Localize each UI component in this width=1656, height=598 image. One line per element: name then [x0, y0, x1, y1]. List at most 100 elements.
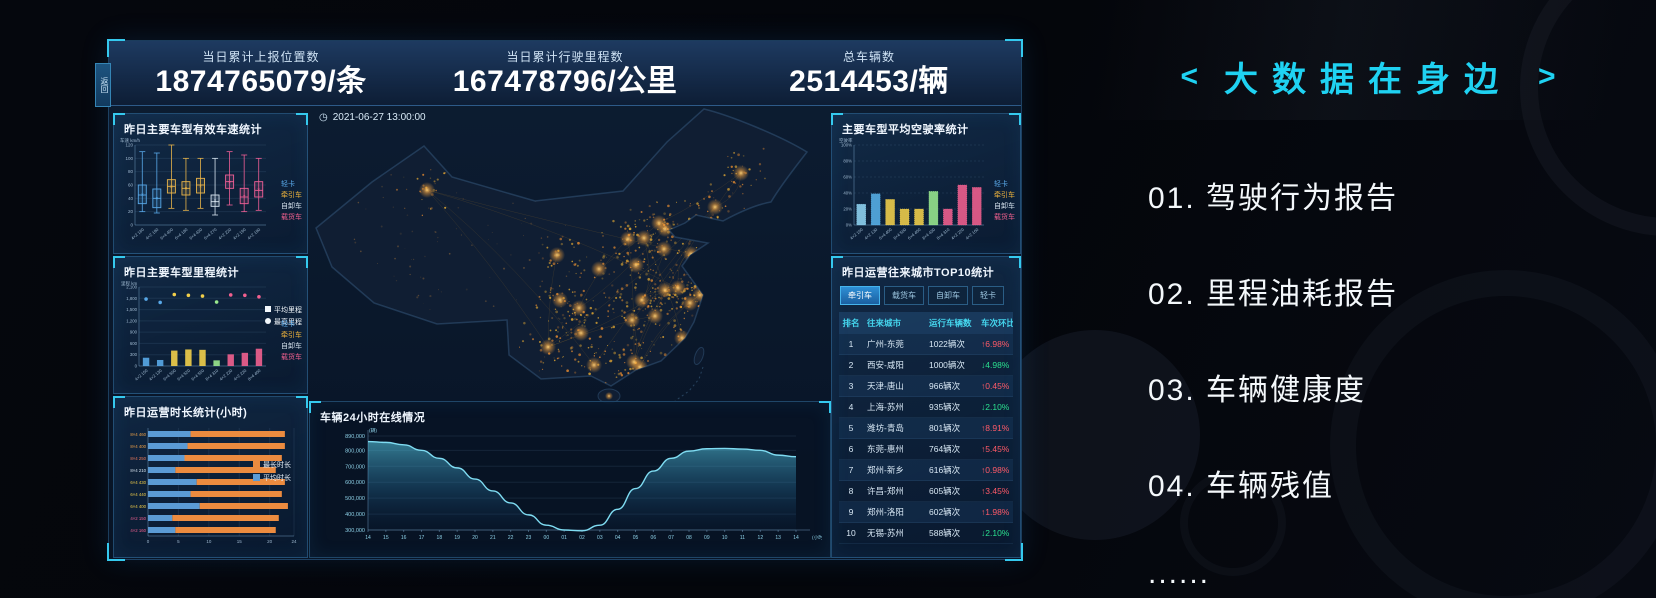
svg-text:6×4 430: 6×4 430 [188, 227, 203, 241]
stat-value: 2514453/辆 [789, 65, 949, 98]
cell: 6 [848, 444, 854, 454]
menu-item-residual-value[interactable]: 04. 车辆残值 [1148, 470, 1335, 503]
back-tab[interactable]: 返回 [95, 63, 111, 107]
tab-牵引车[interactable]: 牵引车 [840, 286, 880, 305]
cell: 801辆次 [929, 423, 961, 433]
table-row: 2 西安-咸阳 1000辆次 ↓4.98% [839, 355, 1013, 376]
corner-bracket [107, 39, 125, 57]
svg-text:06: 06 [651, 535, 657, 541]
table-tabs: 牵引车 载货车 自卸车 轻卡 [840, 286, 1012, 305]
legend-item: 自卸车 [281, 203, 302, 210]
svg-text:60%: 60% [843, 175, 852, 180]
tab-自卸车[interactable]: 自卸车 [928, 286, 968, 305]
svg-text:4×2 150: 4×2 150 [130, 516, 146, 521]
svg-text:11: 11 [740, 535, 745, 541]
legend-item: 平均里程 [265, 305, 302, 317]
cell: 潍坊-青岛 [867, 423, 904, 433]
speed-boxplot-chart: 车速 km/h 0 20 40 60 80 100 120 × 4×2 180 × 4×2 190 × 6… [120, 137, 266, 241]
svg-text:4×2 150: 4×2 150 [134, 368, 149, 382]
cell: 5 [848, 423, 854, 433]
tab-轻卡[interactable]: 轻卡 [972, 286, 1004, 305]
svg-text:20: 20 [472, 535, 478, 541]
table-row: 1 广州-东莞 1022辆次 ↑6.98% [839, 334, 1013, 355]
timestamp-text: 2021-06-27 13:00:00 [332, 112, 426, 123]
cell: 郑州-新乡 [867, 465, 904, 475]
panel-title: 主要车型平均空驶率统计 [842, 124, 969, 136]
svg-text:03: 03 [597, 535, 603, 541]
cell: 935辆次 [929, 402, 961, 412]
stat-label: 当日累计行驶里程数 [506, 50, 624, 64]
svg-text:700,000: 700,000 [345, 464, 365, 470]
svg-text:07: 07 [668, 535, 674, 541]
svg-text:6×4 440: 6×4 440 [130, 492, 146, 497]
svg-text:4×2 190: 4×2 190 [145, 227, 160, 241]
legend-item: 最长时长 [253, 459, 291, 472]
cell: ↑8.91% [981, 423, 1010, 433]
tab-载货车[interactable]: 载货车 [884, 286, 924, 305]
panel-title: 昨日运营往来城市TOP10统计 [842, 267, 995, 279]
svg-text:24: 24 [291, 539, 297, 544]
panel-speed-boxplot: 昨日主要车型有效车速统计 车速 km/h 0 20 40 60 80 100 120 × 4×2 … [113, 113, 308, 254]
dashboard: 返回 当日累计上报位置数 1874765079/条 当日累计行驶里程数 1674… [95, 39, 1023, 561]
legend-item: 牵引车 [281, 332, 302, 339]
panel-title: 昨日运营时长统计(小时) [124, 407, 248, 419]
stat-value: 1874765079/条 [155, 65, 367, 98]
side-menu: < 大数据在身边 > 01. 驾驶行为报告 02. 里程油耗报告 03. 车辆健… [1088, 52, 1648, 598]
cell: ↓2.10% [981, 528, 1010, 538]
svg-text:8×4 250: 8×4 250 [130, 456, 146, 461]
mileage-chart: 里程 km 0 300 600 900 1,200 1,500 1,800 2,100 4×2 1… [121, 280, 266, 382]
svg-text:空驶率: 空驶率 [839, 137, 853, 144]
vehicle-type-legend: 轻卡 牵引车 自卸车 载货车 [281, 179, 302, 223]
legend-item: 轻卡 [994, 181, 1008, 188]
cell: 广州-东莞 [867, 339, 904, 349]
table-row: 4 上海-苏州 935辆次 ↓2.10% [839, 397, 1013, 418]
corner-bracket [1005, 39, 1023, 57]
cell: 4 [848, 402, 854, 412]
svg-text:21: 21 [490, 535, 496, 541]
angle-right: > [1538, 59, 1556, 93]
svg-text:6×4 400: 6×4 400 [878, 227, 893, 241]
panel-mileage-chart: 昨日主要车型里程统计 里程 km 0 300 600 900 1,200 1,500 1,80… [113, 256, 308, 394]
svg-text:×: × [214, 199, 217, 205]
cell: ↑1.98% [981, 507, 1010, 517]
table-row: 8 许昌-郑州 605辆次 ↑3.45% [839, 481, 1013, 502]
menu-item-health[interactable]: 03. 车辆健康度 [1148, 374, 1367, 407]
svg-text:10: 10 [722, 535, 728, 541]
svg-text:8×4 430: 8×4 430 [921, 227, 936, 241]
panel-duration-chart: 昨日运营时长统计(小时) 0 5 10 15 20 24 8×4 460 8×4 400 8×4… [113, 396, 308, 558]
panel-title: 昨日主要车型里程统计 [124, 267, 239, 279]
legend-item: 自卸车 [994, 203, 1015, 210]
svg-text:100%: 100% [841, 143, 852, 148]
svg-text:14: 14 [365, 535, 371, 541]
svg-text:12: 12 [758, 535, 764, 541]
cell: 602辆次 [929, 507, 961, 517]
stat-label: 当日累计上报位置数 [202, 50, 320, 64]
svg-text:8×4 310: 8×4 310 [936, 227, 951, 241]
angle-left: < [1180, 59, 1198, 93]
cell: 许昌-郑州 [867, 486, 904, 496]
svg-text:×: × [155, 196, 158, 202]
panel-title: 车辆24小时在线情况 [320, 412, 426, 424]
cell: 西安-咸阳 [867, 360, 904, 370]
svg-text:6×4 270: 6×4 270 [203, 227, 218, 241]
svg-text:6×4 520: 6×4 520 [176, 368, 191, 382]
svg-text:1,500: 1,500 [126, 307, 137, 312]
header-cell: 排名 [842, 318, 860, 328]
legend-item: 平均时长 [253, 472, 291, 485]
svg-text:4×2 180: 4×2 180 [130, 227, 145, 241]
menu-item-fuel-report[interactable]: 02. 里程油耗报告 [1148, 278, 1399, 311]
svg-text:20: 20 [267, 539, 273, 544]
svg-text:6×4 400: 6×4 400 [159, 227, 174, 241]
vehicle-type-legend: 轻卡 牵引车 自卸车 载货车 [994, 179, 1015, 223]
svg-text:00: 00 [544, 535, 550, 541]
svg-text:10: 10 [206, 539, 212, 544]
legend-item: 载货车 [281, 354, 302, 361]
panel-empty-rate-chart: 主要车型平均空驶率统计 空驶率 0% 20% 40% 60% 80% 100% 4×2 160… [831, 113, 1021, 254]
menu-item-driving-report[interactable]: 01. 驾驶行为报告 [1148, 182, 1399, 215]
legend-item: 牵引车 [994, 192, 1015, 199]
menu-list: 01. 驾驶行为报告 02. 里程油耗报告 03. 车辆健康度 04. 车辆残值… [1148, 173, 1648, 591]
svg-text:8×4 460: 8×4 460 [247, 368, 262, 382]
svg-text:×: × [184, 186, 187, 192]
svg-text:1,200: 1,200 [126, 318, 137, 323]
svg-text:60: 60 [128, 183, 134, 188]
